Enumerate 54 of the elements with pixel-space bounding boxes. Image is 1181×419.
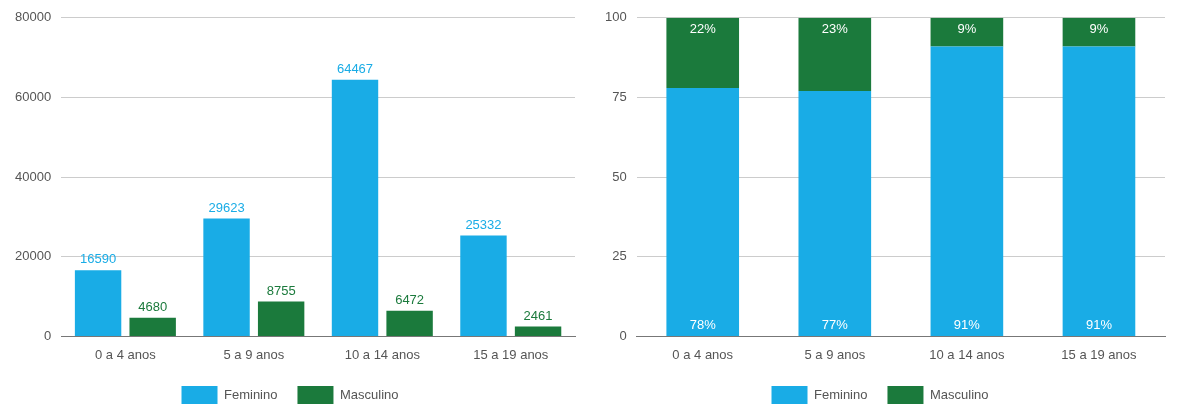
legend-label: Masculino xyxy=(339,386,399,402)
legend-label: Masculino xyxy=(929,386,989,402)
x-tick-label: 0 a 4 anos xyxy=(95,346,157,362)
x-tick-label: 5 a 9 anos xyxy=(804,346,866,362)
y-tick-label: 100 xyxy=(604,9,627,25)
data-label: 91% xyxy=(1085,316,1113,332)
legend-label: Feminino xyxy=(224,386,278,402)
x-tick-label: 5 a 9 anos xyxy=(223,346,285,362)
bar xyxy=(798,91,872,336)
y-tick-label: 0 xyxy=(619,327,627,343)
data-label: 2461 xyxy=(523,307,553,323)
y-tick-label: 20000 xyxy=(14,248,52,264)
y-tick-label: 25 xyxy=(612,248,627,264)
y-tick-label: 60000 xyxy=(14,89,52,105)
bar xyxy=(1062,46,1136,336)
data-label: 22% xyxy=(689,20,717,36)
y-tick-label: 75 xyxy=(612,89,627,105)
legend-label: Feminino xyxy=(814,386,868,402)
data-label: 23% xyxy=(821,20,849,36)
bar xyxy=(798,17,872,92)
data-label: 16590 xyxy=(80,251,117,267)
x-tick-label: 0 a 4 anos xyxy=(672,346,734,362)
x-tick-label: 10 a 14 anos xyxy=(344,346,421,362)
data-label: 77% xyxy=(821,316,849,332)
bar xyxy=(74,270,122,336)
data-label: 9% xyxy=(1089,20,1109,36)
data-label: 78% xyxy=(689,316,717,332)
bar xyxy=(386,310,433,336)
y-tick-label: 0 xyxy=(43,327,52,343)
bar xyxy=(666,17,740,88)
x-tick-label: 15 a 19 anos xyxy=(1061,346,1138,362)
bar xyxy=(257,301,305,336)
bar xyxy=(460,235,507,336)
data-label: 4680 xyxy=(138,298,168,314)
data-label: 8755 xyxy=(266,282,296,298)
y-tick-label: 50 xyxy=(612,168,627,184)
bar xyxy=(666,87,740,336)
bar xyxy=(331,79,379,336)
data-label: 25332 xyxy=(465,216,502,232)
data-label: 29623 xyxy=(208,199,245,215)
bar xyxy=(129,317,176,336)
x-tick-label: 10 a 14 anos xyxy=(929,346,1005,362)
bar xyxy=(514,326,562,336)
bar xyxy=(930,17,1004,47)
data-label: 91% xyxy=(953,316,981,332)
bar xyxy=(203,218,250,336)
bar xyxy=(1062,17,1136,47)
y-tick-label: 40000 xyxy=(14,168,52,184)
y-tick-label: 80000 xyxy=(14,9,52,25)
data-label: 9% xyxy=(957,20,977,36)
data-label: 64467 xyxy=(336,60,374,76)
x-tick-label: 15 a 19 anos xyxy=(473,346,549,362)
bar xyxy=(930,46,1004,336)
data-label: 6472 xyxy=(395,291,425,307)
